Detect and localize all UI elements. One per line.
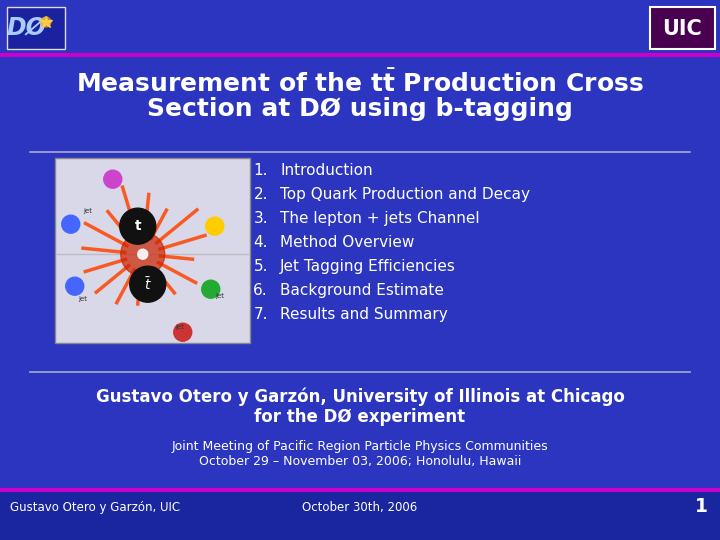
Circle shape [121, 232, 165, 276]
Text: 4.: 4. [253, 235, 268, 250]
Text: jet: jet [176, 325, 184, 330]
Text: Jet Tagging Efficiencies: Jet Tagging Efficiencies [280, 259, 456, 274]
Circle shape [138, 249, 148, 259]
Circle shape [120, 208, 156, 244]
Text: UIC: UIC [662, 19, 702, 39]
Text: Introduction: Introduction [280, 163, 373, 178]
Text: 6.: 6. [253, 283, 268, 298]
Text: jet: jet [83, 208, 92, 214]
Text: 1: 1 [695, 497, 708, 516]
Text: October 29 – November 03, 2006; Honolulu, Hawaii: October 29 – November 03, 2006; Honolulu… [199, 455, 521, 468]
Circle shape [66, 277, 84, 295]
Bar [7, 7, 65, 49]
Text: Gustavo Otero y Garzón, UIC: Gustavo Otero y Garzón, UIC [10, 501, 180, 514]
Text: Top Quark Production and Decay: Top Quark Production and Decay [280, 187, 530, 202]
Text: Gustavo Otero y Garzón, University of Illinois at Chicago: Gustavo Otero y Garzón, University of Il… [96, 388, 624, 407]
Circle shape [202, 280, 220, 298]
Circle shape [174, 323, 192, 341]
Circle shape [41, 17, 51, 27]
Text: Method Overview: Method Overview [280, 235, 415, 250]
Circle shape [130, 266, 166, 302]
Text: Measurement of the t$\bar{\mathbf{t}}$ Production Cross: Measurement of the t$\bar{\mathbf{t}}$ P… [76, 70, 644, 97]
Text: 2.: 2. [253, 187, 268, 202]
Text: 5.: 5. [253, 259, 268, 274]
Text: t: t [135, 219, 141, 233]
Bar [55, 158, 250, 343]
Text: 7.: 7. [253, 307, 268, 322]
Text: DØ: DØ [6, 16, 46, 40]
Text: jet: jet [78, 296, 87, 302]
Text: 3.: 3. [253, 211, 268, 226]
Text: The lepton + jets Channel: The lepton + jets Channel [280, 211, 480, 226]
Text: $\bar{t}$: $\bar{t}$ [144, 276, 152, 293]
Circle shape [62, 215, 80, 233]
Bar [5, 5, 67, 51]
Text: October 30th, 2006: October 30th, 2006 [302, 501, 418, 514]
Text: 1.: 1. [253, 163, 268, 178]
Text: Results and Summary: Results and Summary [280, 307, 448, 322]
Text: Background Estimate: Background Estimate [280, 283, 444, 298]
Text: for the DØ experiment: for the DØ experiment [254, 408, 466, 426]
Circle shape [206, 217, 224, 235]
Bar [650, 7, 715, 49]
Text: Section at DØ using b-tagging: Section at DØ using b-tagging [147, 97, 573, 121]
Bar [0, 490, 720, 540]
Circle shape [104, 170, 122, 188]
Text: jet: jet [215, 293, 225, 299]
Text: Joint Meeting of Pacific Region Particle Physics Communities: Joint Meeting of Pacific Region Particle… [171, 440, 549, 453]
